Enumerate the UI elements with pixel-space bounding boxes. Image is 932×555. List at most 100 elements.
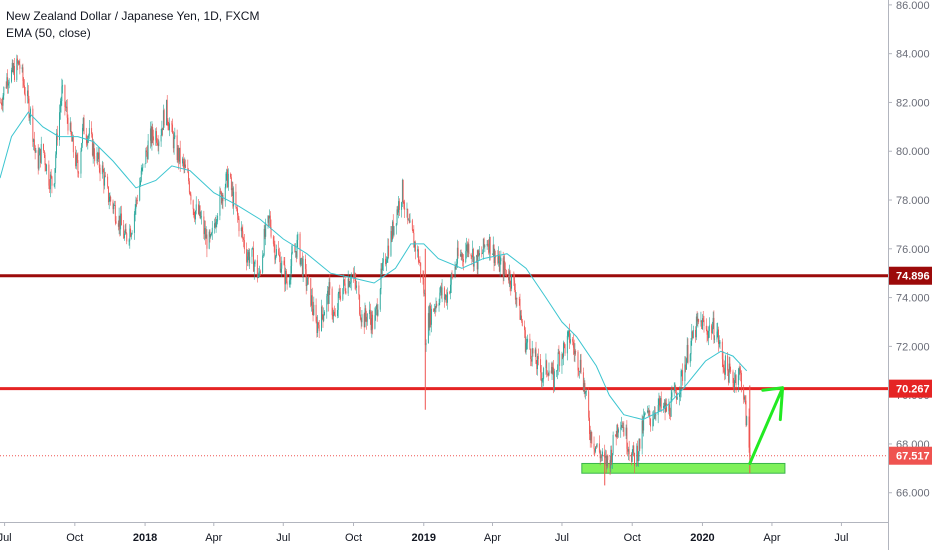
candle-body [329, 282, 331, 289]
candle-body [679, 394, 681, 397]
y-tick-label: 76.000 [896, 244, 930, 256]
candle-body [547, 373, 548, 375]
candle-body [568, 330, 570, 332]
candle-body [376, 305, 378, 316]
candle-body [494, 255, 496, 263]
candle-body [489, 236, 491, 255]
candle-body [596, 443, 598, 447]
candle-body [696, 316, 698, 322]
candle-body [636, 445, 638, 466]
candle-body [312, 308, 314, 316]
candle-body [201, 216, 203, 218]
candle-body [359, 295, 361, 315]
candle-body [584, 383, 586, 394]
candle-body [572, 339, 574, 342]
candle-body [61, 86, 63, 102]
candle-body [675, 386, 677, 394]
candle-body [225, 173, 227, 188]
candle-body [468, 244, 470, 255]
candle-body [642, 420, 644, 431]
candle-body [627, 448, 629, 452]
candle-body [605, 456, 607, 466]
candle-body [404, 207, 406, 210]
candle-body [123, 225, 125, 239]
candle-body [653, 418, 655, 420]
candle-body [484, 245, 486, 247]
candle-body [659, 398, 661, 407]
candle-body [19, 64, 21, 69]
candle-body [258, 272, 260, 276]
candle-body [471, 256, 473, 258]
candle-body [486, 243, 488, 246]
candle-body [515, 298, 517, 300]
candle-body [156, 142, 158, 144]
candle-body [737, 375, 739, 385]
candle-body [497, 257, 499, 264]
candle-body [703, 320, 705, 326]
candle-body [144, 163, 146, 165]
candle-body [275, 249, 277, 257]
candle-body [65, 107, 67, 108]
candle-body [530, 349, 532, 360]
candle-body [370, 318, 372, 331]
candle-body [625, 427, 627, 436]
candle-body [582, 372, 584, 391]
candle-body [310, 278, 312, 306]
candle-body [614, 434, 616, 436]
candle-body [361, 314, 363, 323]
candle-body [300, 258, 302, 265]
candle-body [466, 244, 467, 252]
candle-body [356, 285, 358, 288]
candle-body [358, 285, 360, 296]
candle-body [727, 370, 729, 383]
candle-body [69, 122, 71, 131]
x-tick-label: 2018 [133, 532, 157, 544]
candle-body [360, 319, 362, 323]
candle-body [553, 371, 555, 389]
candle-body [344, 283, 346, 292]
candle-body [500, 258, 502, 262]
candle-body [98, 152, 100, 168]
candle-body [112, 201, 114, 210]
candle-body [259, 271, 261, 273]
ema-line [0, 111, 748, 421]
candle-body [482, 238, 484, 253]
candle-body [296, 240, 298, 258]
candle-body [210, 234, 212, 237]
candle-body [82, 118, 84, 128]
candle-body [446, 292, 448, 303]
candle-body [168, 126, 170, 131]
candle-body [345, 291, 347, 294]
candle-body [692, 329, 694, 338]
price-label-74896-bg [889, 266, 932, 285]
candle-body [16, 58, 18, 80]
candle-body [72, 136, 73, 142]
candle-body [566, 335, 568, 354]
candle-body [33, 139, 35, 142]
candle-body [238, 218, 240, 232]
candle-body [671, 392, 673, 398]
candle-body [382, 258, 384, 263]
candle-body [520, 315, 522, 320]
candle-body [359, 314, 361, 320]
candle-body [423, 278, 425, 294]
candle-body [279, 254, 280, 257]
candle-body [59, 112, 61, 141]
candle-body [87, 137, 89, 144]
candle-body [151, 126, 153, 144]
candle-body [107, 186, 109, 203]
candle-body [443, 287, 445, 300]
candle-body [595, 446, 597, 448]
candle-body [88, 128, 90, 136]
candle-body [38, 155, 40, 169]
candle-body [337, 293, 339, 310]
candle-body [136, 199, 138, 201]
candle-body [350, 274, 352, 283]
support-zone [581, 462, 786, 474]
candle-body [327, 290, 329, 297]
candle-body [217, 215, 219, 221]
candle-body [461, 254, 463, 257]
candle-body [519, 298, 521, 320]
